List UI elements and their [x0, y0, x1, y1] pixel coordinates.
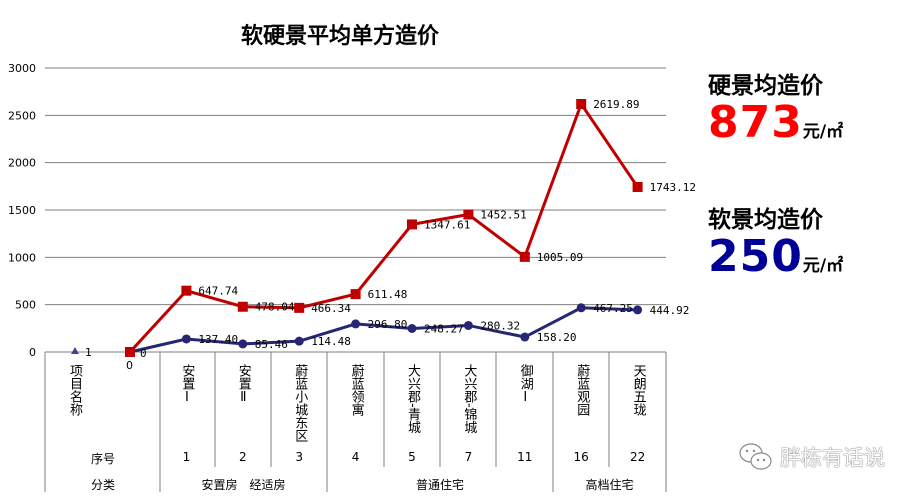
y-tick-label: 1500 — [8, 204, 36, 217]
data-label: 467.25 — [593, 302, 633, 315]
y-tick-label: 2500 — [8, 109, 36, 122]
y-tick-label: 1000 — [8, 251, 36, 264]
data-point — [407, 219, 417, 230]
project-name: 天朗五珑 — [630, 364, 646, 416]
seq-number: 5 — [408, 450, 416, 464]
wechat-icon — [739, 443, 772, 470]
hard-landscape-summary: 硬景均造价 873元/㎡ — [708, 66, 843, 146]
data-label: 1005.09 — [537, 251, 583, 264]
data-point — [576, 98, 587, 109]
watermark-text: 胖栋有话说 — [780, 446, 885, 470]
project-name: 蔚蓝领寓 — [348, 364, 364, 416]
data-point — [576, 303, 586, 313]
data-label: 85.46 — [255, 338, 288, 351]
y-tick-label: 0 — [29, 346, 36, 359]
seq-number: 16 — [573, 450, 589, 464]
data-label: 137.40 — [198, 333, 238, 346]
data-point — [632, 181, 643, 192]
hard-value: 873 — [708, 97, 803, 148]
data-label: 611.48 — [368, 288, 408, 301]
y-tick-label: 500 — [15, 299, 36, 312]
data-point — [463, 320, 473, 330]
soft-label: 软景均造价 — [708, 207, 823, 233]
data-point — [238, 339, 248, 349]
y-tick-label: 2000 — [8, 157, 36, 170]
data-point — [237, 301, 248, 312]
seq-header: 序号 — [90, 452, 116, 466]
data-point — [351, 319, 361, 329]
data-point — [294, 336, 304, 346]
category-group: 安置房 经适房 — [201, 478, 286, 492]
project-name: 安置Ⅰ — [179, 364, 195, 405]
data-label: 296.80 — [368, 318, 408, 331]
data-label: 1743.12 — [650, 181, 696, 194]
data-label: 158.20 — [537, 331, 577, 344]
category-header: 分类 — [90, 478, 116, 492]
y-tick-label: 3000 — [8, 62, 36, 75]
hard-unit: 元/㎡ — [802, 122, 844, 142]
seq-number: 4 — [351, 450, 360, 464]
data-point — [633, 305, 643, 315]
triangle-marker — [71, 347, 79, 354]
data-point — [294, 302, 305, 313]
header-project-name: 项目名称 — [67, 364, 82, 416]
series-line — [128, 100, 639, 354]
data-label: 1452.51 — [480, 208, 526, 221]
data-label: 2619.89 — [593, 98, 639, 111]
data-point — [350, 289, 361, 300]
data-label: 280.32 — [480, 319, 520, 332]
triangle-marker-label: 1 — [85, 346, 92, 359]
seq-number: 2 — [238, 450, 247, 464]
data-label: 114.48 — [311, 335, 351, 348]
data-point — [407, 323, 417, 333]
data-label: 0 — [140, 347, 147, 360]
data-label: 466.34 — [311, 302, 351, 315]
start-value-label: 0 — [126, 359, 133, 372]
data-point — [181, 285, 192, 296]
data-point — [125, 347, 135, 357]
chart-title: 软硬景平均单方造价 — [240, 24, 439, 49]
watermark: 胖栋有话说 — [738, 442, 885, 472]
project-name: 蔚蓝小城东区 — [292, 364, 308, 442]
data-point — [181, 334, 191, 344]
seq-number: 1 — [182, 450, 191, 464]
project-name: 安置Ⅱ — [235, 364, 251, 405]
soft-landscape-summary: 软景均造价 250元/㎡ — [708, 200, 843, 280]
category-group: 普通住宅 — [415, 478, 465, 492]
seq-number: 3 — [295, 450, 304, 464]
data-label: 444.92 — [650, 304, 690, 317]
seq-number: 22 — [629, 450, 646, 464]
data-label: 647.74 — [198, 285, 238, 298]
data-point — [463, 209, 474, 220]
project-name: 蔚蓝观园 — [574, 364, 590, 416]
soft-value: 250 — [708, 231, 803, 282]
data-point — [519, 251, 530, 262]
project-name: 大兴郡-锦城 — [461, 364, 477, 434]
soft-unit: 元/㎡ — [802, 256, 844, 276]
data-label: 1347.61 — [424, 218, 470, 231]
seq-number: 11 — [517, 450, 533, 464]
data-point — [520, 332, 530, 342]
series-line — [129, 306, 638, 354]
seq-number: 7 — [464, 450, 473, 464]
category-group: 高档住宅 — [585, 478, 634, 492]
data-label: 248.27 — [424, 322, 464, 335]
data-label: 478.04 — [255, 301, 295, 314]
project-name: 御湖Ⅰ — [517, 364, 533, 405]
hard-label: 硬景均造价 — [708, 73, 823, 99]
project-name: 大兴郡-青城 — [405, 364, 420, 434]
